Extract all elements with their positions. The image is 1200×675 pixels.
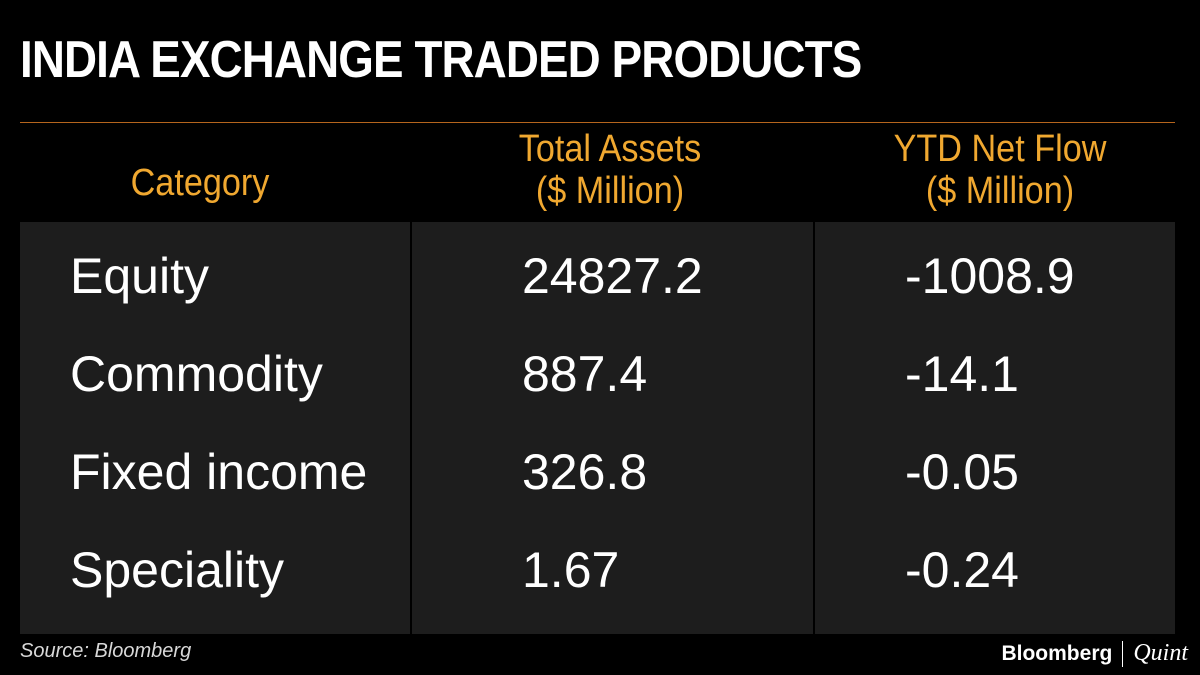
logo-separator: [1122, 640, 1124, 667]
row-total-assets-cell: 326.8: [522, 444, 648, 500]
source-note: Source: Bloomberg: [20, 640, 192, 662]
publisher-logo: Bloomberg Quint: [1001, 640, 1188, 667]
logo-brand: Bloomberg: [1001, 641, 1113, 665]
header-category: Category: [56, 162, 344, 204]
column-divider: [410, 222, 412, 634]
header-ytd-net-flow-line1: YTD Net Flow: [893, 128, 1107, 170]
column-divider: [813, 222, 815, 634]
row-category-cell: Speciality: [70, 542, 284, 598]
header-total-assets: Total Assets ($ Million): [457, 128, 763, 212]
page-title: INDIA EXCHANGE TRADED PRODUCTS: [20, 31, 862, 89]
header-ytd-net-flow: YTD Net Flow ($ Million): [847, 128, 1153, 212]
row-total-assets-cell: 887.4: [522, 346, 648, 402]
row-category-cell: Commodity: [70, 346, 323, 402]
row-ytd-net-flow-cell: -1008.9: [905, 248, 1075, 304]
data-table: Equity 24827.2 -1008.9 Commodity 887.4 -14.1 F…: [20, 222, 1175, 634]
header-total-assets-line1: Total Assets: [518, 128, 702, 170]
row-total-assets-cell: 1.67: [522, 542, 620, 598]
header-category-label: Category: [130, 162, 270, 204]
row-category-cell: Equity: [70, 248, 209, 304]
logo-suffix: Quint: [1133, 640, 1188, 666]
row-ytd-net-flow-cell: -0.05: [905, 444, 1019, 500]
header-total-assets-line2: ($ Million): [535, 170, 685, 212]
header-ytd-net-flow-line2: ($ Million): [925, 170, 1075, 212]
row-total-assets-cell: 24827.2: [522, 248, 703, 304]
title-divider: [20, 122, 1175, 123]
row-ytd-net-flow-cell: -0.24: [905, 542, 1019, 598]
row-ytd-net-flow-cell: -14.1: [905, 346, 1019, 402]
row-category-cell: Fixed income: [70, 444, 368, 500]
